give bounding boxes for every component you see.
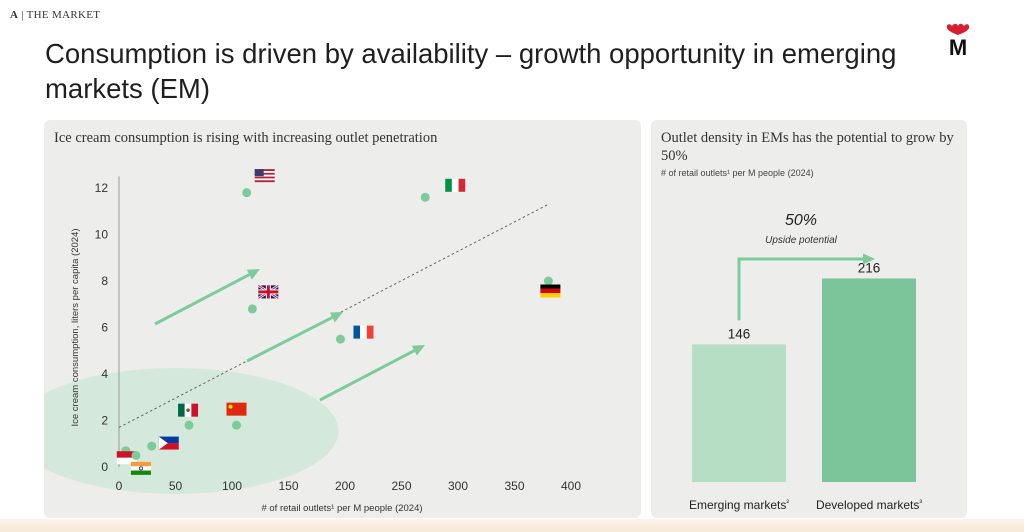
china-flag (226, 402, 247, 416)
x-tick-label: 50 (169, 479, 183, 493)
bar-panel-title: Outlet density in EMs has the potential … (661, 130, 954, 164)
y-axis-label: Ice cream consumption, liters per capita… (70, 228, 81, 426)
data-point-india (131, 450, 141, 460)
philippines-flag (158, 436, 179, 450)
x-tick-label: 300 (448, 479, 468, 493)
y-tick-label: 10 (95, 228, 109, 242)
y-tick-label: 4 (101, 367, 108, 381)
y-tick-label: 2 (101, 414, 108, 428)
y-tick-label: 0 (101, 460, 108, 474)
uk-flag (257, 284, 280, 300)
x-tick-label: 200 (335, 479, 355, 493)
mexico-flag (178, 403, 199, 417)
x-tick-label: 250 (391, 479, 411, 493)
y-tick-label: 8 (101, 274, 108, 288)
growth-arrow (319, 345, 425, 402)
data-point-china (232, 420, 242, 430)
upside-value: 50% (785, 212, 817, 229)
scatter-chart: 0 2 4 6 8 10 12 0 50 100 150 200 250 300 350 400 # of re… (44, 169, 581, 514)
growth-arrow (246, 312, 343, 363)
data-point-france (335, 334, 345, 344)
bar-panel-subtitle: # of retail outlets¹ per M people (2024) (661, 168, 814, 178)
y-tick-label: 12 (95, 181, 109, 195)
india-flag (130, 461, 151, 475)
data-point-philippines (147, 441, 157, 451)
bar-emerging (692, 344, 786, 482)
bar-category-label: Developed markets³ (816, 498, 922, 512)
x-axis-label: # of retail outlets¹ per M people (2024) (261, 503, 422, 514)
em-highlight-ellipse (44, 367, 339, 494)
x-tick-label: 400 (561, 479, 581, 493)
data-point-germany (543, 276, 553, 286)
data-point-mexico (184, 420, 194, 430)
bar-developed (822, 278, 916, 482)
us-flag (254, 169, 275, 183)
y-tick-label: 6 (101, 321, 108, 335)
x-tick-label: 100 (222, 479, 242, 493)
data-point-us (242, 188, 252, 198)
data-point-uk (247, 304, 257, 314)
logo-letter: M (949, 35, 967, 60)
section-tag: A | THE MARKET (10, 9, 101, 21)
x-tick-label: 0 (116, 479, 123, 493)
bar-value-label: 146 (728, 326, 751, 341)
scatter-panel-title: Ice cream consumption is rising with inc… (54, 130, 438, 146)
indonesia-flag (116, 451, 137, 465)
section-name: THE MARKET (26, 9, 101, 21)
footer-band (0, 519, 1024, 532)
germany-flag (540, 284, 561, 298)
x-tick-label: 150 (278, 479, 298, 493)
france-flag (353, 325, 374, 339)
data-point-italy (420, 192, 430, 202)
x-tick-label: 350 (504, 479, 524, 493)
bar-category-label: Emerging markets² (689, 498, 789, 512)
upside-arrow (737, 253, 875, 321)
upside-label: Upside potential (765, 235, 837, 246)
section-letter: A (10, 9, 19, 21)
page-title: Consumption is driven by availability – … (45, 38, 897, 104)
brand-logo: M (944, 22, 972, 62)
bar-value-label: 216 (858, 260, 881, 275)
growth-arrow (154, 269, 260, 326)
italy-flag (445, 178, 466, 192)
bar-chart: 146 Emerging markets² 216 Developed markets… (689, 212, 922, 512)
